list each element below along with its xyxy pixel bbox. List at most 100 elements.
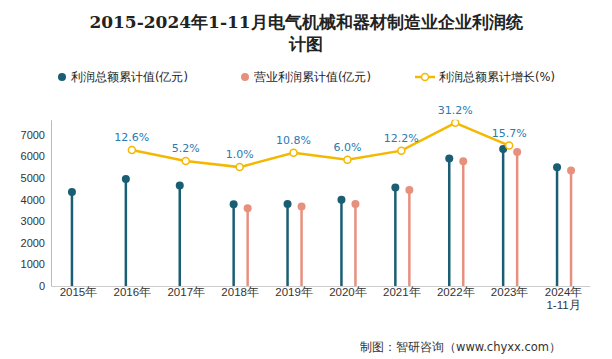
text-line: 1-11月	[546, 299, 580, 311]
lollipop-stem	[286, 204, 289, 286]
tick: 0	[39, 280, 51, 292]
lollipop-stem	[394, 188, 397, 286]
tick: 7000	[21, 129, 51, 141]
legend-label: 利润总额累计增长(%)	[439, 70, 555, 84]
lollipop-head	[405, 186, 413, 194]
tick-label: 2023年	[491, 286, 529, 298]
tick-label: 1000	[21, 258, 45, 270]
data-label: 12.2%	[384, 132, 419, 145]
axis-line	[51, 120, 52, 286]
line-marker	[398, 147, 405, 154]
tick: 2016年	[114, 286, 152, 298]
lollipop-head	[553, 163, 561, 171]
tick: 2015年	[60, 286, 98, 298]
lollipop-head	[567, 166, 575, 174]
legend-symbol	[422, 74, 429, 81]
legend-symbol	[241, 73, 249, 81]
data-labels: 12.6%5.2%1.0%10.8%6.0%12.2%31.2%15.7%	[114, 104, 526, 161]
data-label: 10.8%	[276, 134, 311, 147]
lollipop-head	[176, 182, 184, 190]
text-line: 2018年	[221, 286, 259, 298]
lollipop-head	[391, 184, 399, 192]
tick: 5000	[21, 172, 51, 184]
tick-label: 3000	[21, 215, 45, 227]
text-line: 2023年	[491, 286, 529, 298]
lollipop-head	[459, 157, 467, 165]
tick: 2018年	[221, 286, 259, 298]
tick: 4000	[21, 194, 51, 206]
lollipop-stem	[354, 204, 357, 286]
tick-label: 2015年	[60, 286, 98, 298]
tick: 1000	[21, 258, 51, 270]
lollipop-stem	[340, 200, 343, 286]
legend-label: 利润总额累计值(亿元)	[71, 70, 188, 84]
line-marker	[290, 149, 297, 156]
tick: 3000	[21, 215, 51, 227]
tick: 6000	[21, 150, 51, 162]
text-line: 2016年	[114, 286, 152, 298]
line-marker	[344, 156, 351, 163]
line-marker	[452, 120, 459, 127]
lollipop-head	[122, 175, 130, 183]
lollipop-head	[337, 196, 345, 204]
y-axis: 0 1000 2000 3000 4000 5000 6000 7000	[21, 120, 52, 292]
tick-label: 4000	[21, 194, 45, 206]
tick: 2021年	[383, 286, 421, 298]
text-line: 2020年	[329, 286, 367, 298]
text-line: 2017年	[167, 286, 205, 298]
tick: 2019年	[275, 286, 313, 298]
line-marker	[182, 157, 189, 164]
text-line: 2021年	[383, 286, 421, 298]
data-label: 5.2%	[172, 142, 200, 155]
lollipop-head	[445, 155, 453, 163]
lollipop-stem	[462, 161, 465, 286]
tick-label: 2020年	[329, 286, 367, 298]
lollipop-stem	[556, 167, 559, 286]
text-line: 2024年	[545, 286, 583, 298]
tick-label: 2024年1-11月	[545, 286, 583, 311]
text-line: 2015-2024年1-11月电气机械和器材制造业企业利润统	[89, 12, 523, 32]
source: 制图：智研咨询（www.chyxx.com）	[360, 340, 561, 354]
tick-label: 5000	[21, 172, 45, 184]
lollipop-head	[244, 204, 252, 212]
lollipop-stem	[448, 159, 451, 286]
tick-label: 2017年	[167, 286, 205, 298]
text-line: 2022年	[437, 286, 475, 298]
title: 2015-2024年1-11月电气机械和器材制造业企业利润统计图	[89, 12, 523, 54]
line-marker	[236, 164, 243, 171]
text-line: 计图	[288, 34, 323, 54]
tick: 2000	[21, 237, 51, 249]
tick-label: 2019年	[275, 286, 313, 298]
data-label: 12.6%	[114, 131, 149, 144]
tick-label: 6000	[21, 150, 45, 162]
tick: 2020年	[329, 286, 367, 298]
legend-symbol	[58, 73, 66, 81]
lollipop-stem	[408, 190, 411, 286]
line	[132, 123, 509, 167]
data-label: 1.0%	[226, 148, 254, 161]
lollipop-stem	[502, 149, 505, 286]
legend-label: 营业利润累计值(亿元)	[254, 70, 371, 84]
data-label: 6.0%	[333, 141, 361, 154]
lollipop-stem	[570, 170, 573, 286]
lollipop-head	[513, 148, 521, 156]
lollipop-stem	[71, 192, 74, 286]
tick-label: 2022年	[437, 286, 475, 298]
chart: 2015-2024年1-11月电气机械和器材制造业企业利润统计图 0 1000 200…	[0, 0, 612, 359]
line-marker	[506, 142, 513, 149]
tick-label: 2021年	[383, 286, 421, 298]
tick-label: 2016年	[114, 286, 152, 298]
lollipop-stem	[246, 208, 249, 286]
tick: 2023年	[491, 286, 529, 298]
lollipop-stem	[516, 152, 519, 286]
tick-label: 0	[39, 280, 45, 292]
tick-label: 2000	[21, 237, 45, 249]
lollipop-stem	[179, 186, 182, 286]
lollipop-head	[230, 200, 238, 208]
tick-label: 7000	[21, 129, 45, 141]
lollipop-stem	[125, 179, 128, 286]
data-label: 15.7%	[492, 127, 527, 140]
lollipop-stem	[232, 204, 235, 286]
tick-label: 2018年	[221, 286, 259, 298]
lollipop-stem	[300, 207, 303, 286]
